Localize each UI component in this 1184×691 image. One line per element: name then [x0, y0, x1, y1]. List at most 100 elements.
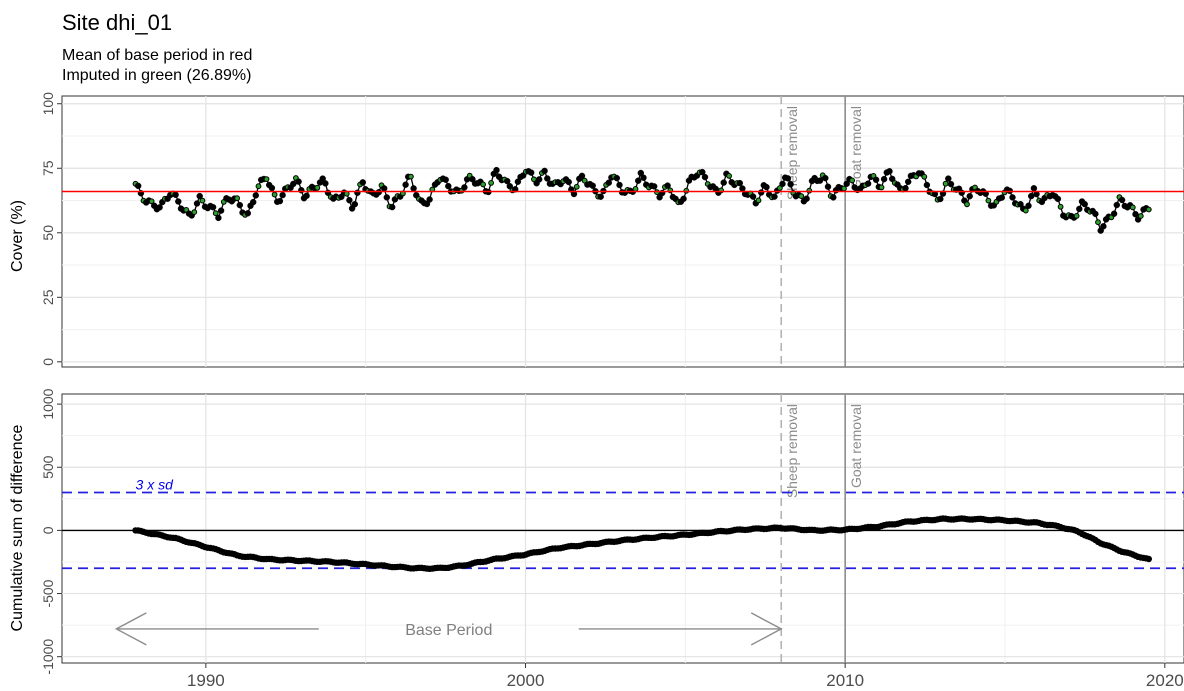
y-tick-label: 100 [40, 92, 56, 116]
observed-point [872, 176, 880, 184]
observed-point [749, 193, 757, 200]
cover-panel-grid: Sheep removal Goat removal [61, 95, 1184, 368]
base-period-arrowhead-right [750, 612, 783, 646]
imputed-point [199, 197, 206, 204]
observed-point [998, 194, 1005, 201]
observed-point [249, 198, 257, 206]
observed-point [303, 192, 310, 200]
y-tick-label: 500 [40, 455, 56, 479]
observed-point [1054, 195, 1062, 203]
panel-border [61, 95, 1184, 368]
event-label: Sheep removal [784, 404, 800, 498]
base-period-label: Base Period [405, 622, 492, 639]
observed-point [605, 179, 612, 186]
imputed-point [408, 173, 414, 180]
observed-point [720, 179, 727, 186]
observed-point [445, 182, 452, 190]
imputed-point [1073, 213, 1080, 219]
cover-panel: Sheep removal Goat removal 0 25 50 75 100 Cov… [9, 92, 1184, 368]
observed-point [276, 197, 284, 205]
observed-point [578, 172, 586, 180]
observed-point [426, 196, 433, 203]
observed-point [1118, 196, 1126, 204]
observed-point [389, 203, 396, 211]
imputed-point [480, 181, 487, 188]
observed-point [1081, 200, 1088, 208]
observed-point [1076, 205, 1083, 213]
observed-point [699, 168, 706, 176]
y-tick-label: 1000 [40, 388, 56, 419]
observed-point [1110, 210, 1118, 217]
observed-point [1132, 210, 1139, 218]
cusum-point [1145, 555, 1153, 563]
y-tick-label: 0 [40, 526, 56, 534]
observed-point [816, 177, 824, 184]
observed-point [739, 185, 746, 192]
observed-point [886, 168, 893, 175]
observed-point [544, 175, 551, 182]
observed-point [947, 180, 955, 188]
y-tick-label: 0 [40, 358, 56, 366]
observed-point [1025, 202, 1032, 210]
imputed-point [985, 197, 992, 204]
observed-point [506, 182, 513, 190]
observed-point [664, 182, 671, 189]
observed-point [771, 193, 778, 200]
observed-point [565, 178, 572, 186]
observed-point [442, 176, 449, 183]
event-label: Goat removal [848, 106, 864, 190]
imputed-point [755, 197, 762, 204]
observed-point [1092, 210, 1099, 218]
observed-point [736, 179, 743, 187]
imputed-point [263, 176, 270, 183]
imputed-point [314, 184, 321, 191]
observed-point [193, 200, 201, 207]
observed-point [784, 175, 792, 182]
observed-point [268, 184, 276, 192]
imputed-point [849, 177, 855, 184]
observed-point [758, 189, 765, 196]
observed-point [322, 180, 329, 187]
observed-point [830, 194, 837, 201]
imputed-point [148, 198, 155, 205]
imputed-point [942, 180, 949, 187]
x-tick-label: 2010 [826, 671, 864, 690]
observed-point [290, 180, 297, 188]
observed-point [945, 175, 952, 182]
observed-point [381, 185, 388, 192]
cusum-y-axis-label: Cumulative sum of difference [9, 424, 26, 631]
imputed-point [1095, 219, 1101, 226]
imputed-point [632, 186, 639, 192]
imputed-point [964, 201, 970, 208]
y-tick-label: -1000 [40, 639, 56, 675]
observed-point [504, 177, 511, 185]
observed-point [528, 169, 535, 176]
observed-point [640, 174, 647, 181]
cusum-panel: Sheep removal Goat removal -1000 -500 0 500 1… [9, 388, 1184, 675]
observed-point [824, 183, 832, 190]
observed-point [651, 183, 658, 190]
y-tick-label: 75 [40, 160, 56, 176]
observed-point [351, 200, 358, 208]
observed-point [803, 195, 810, 202]
observed-point [196, 192, 203, 200]
observed-point [541, 167, 548, 175]
observed-point [252, 192, 260, 199]
observed-point [589, 182, 596, 189]
observed-point [635, 177, 642, 184]
panel-border [61, 393, 1184, 664]
observed-point [1113, 201, 1121, 209]
observed-point [597, 193, 604, 200]
observed-point [701, 173, 709, 181]
observed-point [493, 166, 500, 174]
observed-point [923, 181, 931, 189]
observed-point [787, 181, 794, 188]
observed-point [779, 180, 786, 188]
imputed-point [212, 210, 219, 217]
observed-point [1030, 185, 1038, 192]
imputed-point [1145, 206, 1152, 213]
imputed-point [798, 193, 805, 200]
threshold-label: 3 x sd [136, 477, 175, 493]
observed-point [319, 175, 326, 182]
observed-point [402, 181, 409, 188]
